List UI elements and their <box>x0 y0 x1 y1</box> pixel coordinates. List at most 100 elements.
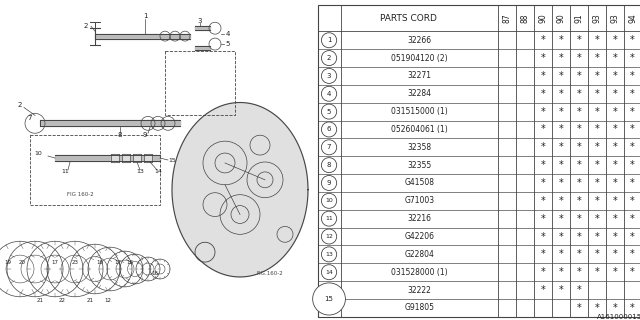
Text: 3: 3 <box>327 73 332 79</box>
Text: *: * <box>577 214 581 224</box>
Text: G71003: G71003 <box>404 196 435 205</box>
Text: *: * <box>577 267 581 277</box>
Text: 031528000 (1): 031528000 (1) <box>391 268 448 277</box>
Text: *: * <box>630 89 635 99</box>
Text: *: * <box>595 35 599 45</box>
Text: *: * <box>577 53 581 63</box>
Text: *: * <box>540 231 545 242</box>
Text: *: * <box>540 142 545 152</box>
Text: *: * <box>595 178 599 188</box>
Text: 93: 93 <box>592 13 601 23</box>
Text: *: * <box>595 124 599 134</box>
Text: 15: 15 <box>168 157 176 163</box>
Text: *: * <box>630 249 635 259</box>
Text: *: * <box>577 249 581 259</box>
Text: 90: 90 <box>538 13 547 23</box>
Text: *: * <box>540 267 545 277</box>
Text: *: * <box>577 196 581 206</box>
Text: 8: 8 <box>327 162 332 168</box>
Bar <box>165 51 235 116</box>
Text: *: * <box>630 142 635 152</box>
Text: *: * <box>612 178 617 188</box>
Text: *: * <box>595 71 599 81</box>
Text: 88: 88 <box>520 13 529 23</box>
Text: 11: 11 <box>61 169 69 174</box>
Text: 2: 2 <box>18 102 22 108</box>
Text: 17: 17 <box>115 260 122 265</box>
Text: *: * <box>577 231 581 242</box>
Text: *: * <box>559 285 563 295</box>
Text: *: * <box>595 214 599 224</box>
Text: G41508: G41508 <box>404 179 435 188</box>
Text: FIG 160-2: FIG 160-2 <box>67 192 93 197</box>
Text: *: * <box>612 53 617 63</box>
Text: 32284: 32284 <box>408 89 431 98</box>
Text: *: * <box>630 267 635 277</box>
Text: *: * <box>595 107 599 116</box>
Text: *: * <box>630 214 635 224</box>
Text: *: * <box>595 267 599 277</box>
Text: *: * <box>559 267 563 277</box>
Bar <box>30 135 160 204</box>
Text: *: * <box>540 53 545 63</box>
Text: *: * <box>612 231 617 242</box>
Text: 2: 2 <box>327 55 332 61</box>
Text: 4: 4 <box>226 31 230 37</box>
Text: *: * <box>559 124 563 134</box>
Text: 91: 91 <box>574 13 583 23</box>
Text: *: * <box>559 249 563 259</box>
Text: 94: 94 <box>628 13 637 23</box>
Text: 20: 20 <box>19 260 26 265</box>
Text: *: * <box>595 196 599 206</box>
Text: 2: 2 <box>84 23 88 29</box>
Text: 90: 90 <box>556 13 565 23</box>
Text: 7: 7 <box>327 144 332 150</box>
Text: 17: 17 <box>51 260 58 265</box>
Text: *: * <box>577 285 581 295</box>
Text: G42206: G42206 <box>404 232 435 241</box>
Text: *: * <box>540 107 545 116</box>
Text: *: * <box>595 53 599 63</box>
Text: 7: 7 <box>28 116 32 121</box>
Text: 051904120 (2): 051904120 (2) <box>391 53 448 63</box>
Circle shape <box>321 158 337 172</box>
Text: 87: 87 <box>502 13 511 23</box>
Text: *: * <box>612 249 617 259</box>
Text: 19: 19 <box>4 260 12 265</box>
Text: *: * <box>612 160 617 170</box>
Text: 13: 13 <box>136 169 144 174</box>
Text: 93: 93 <box>610 13 619 23</box>
Text: *: * <box>595 160 599 170</box>
Text: FIG.160-2: FIG.160-2 <box>257 271 284 276</box>
Text: *: * <box>612 107 617 116</box>
Circle shape <box>321 247 337 262</box>
Text: *: * <box>612 71 617 81</box>
Text: *: * <box>540 214 545 224</box>
Text: *: * <box>630 124 635 134</box>
Text: PARTS CORD: PARTS CORD <box>380 13 436 22</box>
Text: 32271: 32271 <box>408 71 431 80</box>
Text: 1: 1 <box>327 37 332 43</box>
Text: 11: 11 <box>325 216 333 221</box>
Text: G22804: G22804 <box>404 250 435 259</box>
Text: *: * <box>630 196 635 206</box>
Text: *: * <box>630 35 635 45</box>
Text: *: * <box>630 303 635 313</box>
Circle shape <box>313 283 346 315</box>
Text: 32222: 32222 <box>408 285 431 294</box>
Text: 10: 10 <box>34 151 42 156</box>
Text: 14: 14 <box>325 270 333 275</box>
Text: *: * <box>559 160 563 170</box>
Text: 14: 14 <box>154 169 162 174</box>
Text: *: * <box>559 71 563 81</box>
Text: *: * <box>595 303 599 313</box>
Text: 8: 8 <box>118 132 122 138</box>
Text: *: * <box>577 35 581 45</box>
Text: 5: 5 <box>226 41 230 47</box>
Text: *: * <box>540 196 545 206</box>
Circle shape <box>321 68 337 84</box>
Text: *: * <box>612 124 617 134</box>
Text: 32358: 32358 <box>408 143 431 152</box>
Text: *: * <box>559 53 563 63</box>
Text: *: * <box>577 303 581 313</box>
